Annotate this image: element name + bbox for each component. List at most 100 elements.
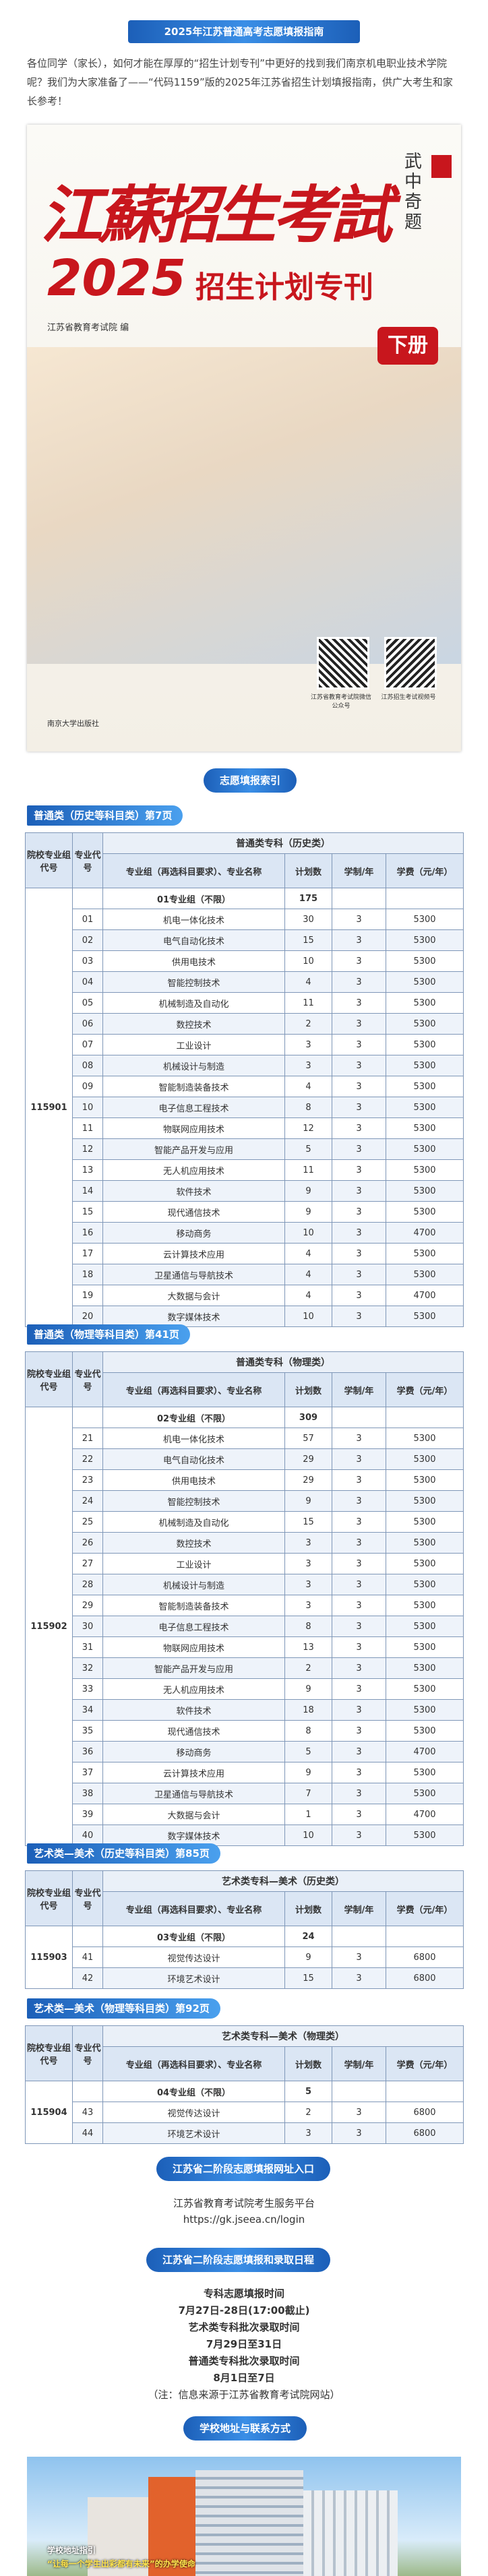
- major-code: 30: [72, 1616, 103, 1637]
- column-header: 计划数: [284, 1372, 332, 1407]
- major-row: 01 机电一体化技术 30 3 5300: [26, 909, 464, 930]
- group-plan: 5: [284, 2081, 332, 2102]
- schedule-line: 普通类专科批次录取时间: [188, 2355, 300, 2367]
- tuition: 5300: [386, 929, 464, 951]
- study-years: 3: [332, 1490, 386, 1512]
- group-row: 115903 03专业组（不限） 24: [25, 1926, 464, 1989]
- portal-text: 江苏省教育考试院考生服务平台: [173, 2197, 315, 2209]
- column-header: 学费（元/年）: [386, 853, 464, 888]
- group-row: 115904 04专业组（不限） 5: [25, 2081, 464, 2144]
- header-row: 院校专业组代号 专业代号 艺术类专科—美术（物理类）: [25, 2025, 464, 2081]
- empty-cell: [386, 1926, 464, 1947]
- tuition: 5300: [386, 1034, 464, 1055]
- portal-url: https://gk.jseea.cn/login: [183, 2213, 305, 2226]
- empty-cell: [332, 1407, 386, 1428]
- column-header: 计划数: [284, 2046, 332, 2081]
- column-header: 学费（元/年）: [386, 1372, 464, 1407]
- study-years: 3: [332, 1636, 386, 1658]
- major-name: 大数据与会计: [102, 1285, 285, 1306]
- plan-count: 5: [284, 1138, 332, 1160]
- major-name: 智能制造装备技术: [102, 1076, 285, 1097]
- plan-count: 4: [284, 1076, 332, 1097]
- schedule-line: 专科志愿填报时间: [203, 2288, 284, 2300]
- photo-caption: 学校地址指引: [47, 2546, 96, 2555]
- tuition: 5300: [386, 1055, 464, 1076]
- plan-count: 3: [284, 1532, 332, 1554]
- section-heading: 普通类（物理等科目类）第41页: [27, 1324, 190, 1345]
- group-plan: 309: [284, 1407, 332, 1428]
- group-row: 115901 01专业组（不限） 175: [25, 888, 464, 1327]
- major-row: 39 大数据与会计 1 3 4700: [26, 1804, 464, 1825]
- tuition: 6800: [386, 2102, 464, 2123]
- major-row: 28 机械设计与制造 3 3 5300: [26, 1574, 464, 1595]
- major-name: 环境艺术设计: [102, 1967, 285, 1989]
- qr-label: 江苏省教育考试院微信公众号: [310, 694, 371, 710]
- major-name: 智能产品开发与应用: [102, 1657, 285, 1679]
- schedule-banner: 江苏省二阶段志愿填报和录取日程: [146, 2248, 331, 2272]
- study-years: 3: [332, 1264, 386, 1285]
- major-name: 供用电技术: [102, 1469, 285, 1491]
- major-row: 43 视觉传达设计 2 3 6800: [26, 2102, 464, 2123]
- tuition: 5300: [386, 1138, 464, 1160]
- plan-count: 4: [284, 971, 332, 993]
- building: [148, 2477, 195, 2576]
- plan-count: 57: [284, 1428, 332, 1449]
- empty-cell: [72, 1407, 103, 1428]
- building: [195, 2470, 303, 2576]
- major-row: 40 数字媒体技术 10 3 5300: [26, 1824, 464, 1846]
- major-row: 44 环境艺术设计 3 3 6800: [26, 2122, 464, 2144]
- qr-code: [384, 637, 437, 689]
- column-header: 院校专业组代号: [25, 832, 73, 888]
- tuition: 5300: [386, 950, 464, 972]
- cover-editor: 江苏省教育考试院 编: [47, 323, 129, 333]
- plan-count: 3: [284, 2122, 332, 2144]
- plan-count: 30: [284, 909, 332, 930]
- study-years: 3: [332, 971, 386, 993]
- column-header: 学费（元/年）: [386, 1891, 464, 1926]
- plan-count: 8: [284, 1720, 332, 1742]
- major-code: 16: [72, 1222, 103, 1244]
- tuition: 6800: [386, 1967, 464, 1989]
- section-heading: 艺术类—美术（物理等科目类）第92页: [27, 1998, 220, 2019]
- plan-count: 2: [284, 2102, 332, 2123]
- major-row: 09 智能制造装备技术 4 3 5300: [26, 1076, 464, 1097]
- empty-cell: [332, 2081, 386, 2102]
- study-years: 3: [332, 1678, 386, 1700]
- tuition: 4700: [386, 1804, 464, 1825]
- major-code: 37: [72, 1762, 103, 1783]
- study-years: 3: [332, 909, 386, 930]
- portal-banner: 江苏省二阶段志愿填报网址入口: [156, 2157, 331, 2181]
- major-row: 36 移动商务 5 3 4700: [26, 1741, 464, 1762]
- major-name: 环境艺术设计: [102, 2122, 285, 2144]
- major-row: 02 电气自动化技术 15 3 5300: [26, 929, 464, 951]
- study-years: 3: [332, 1574, 386, 1595]
- tuition: 5300: [386, 1762, 464, 1783]
- major-code: 05: [72, 992, 103, 1014]
- study-years: 3: [332, 1783, 386, 1804]
- group-code: 115904: [25, 2081, 73, 2144]
- cover-title: 江蘇招生考試: [40, 179, 392, 251]
- major-row: 10 电子信息工程技术 8 3 5300: [26, 1097, 464, 1118]
- major-row: 37 云计算技术应用 9 3 5300: [26, 1762, 464, 1783]
- major-name: 智能产品开发与应用: [102, 1138, 285, 1160]
- study-years: 3: [332, 1616, 386, 1637]
- major-code: 06: [72, 1013, 103, 1035]
- study-years: 3: [332, 1657, 386, 1679]
- tuition: 5300: [386, 1428, 464, 1449]
- major-name: 机械制造及自动化: [102, 1511, 285, 1533]
- cover-art: [27, 347, 461, 664]
- study-years: 3: [332, 1741, 386, 1762]
- tuition: 5300: [386, 1159, 464, 1181]
- group-name: 04专业组（不限）: [102, 2081, 285, 2102]
- column-header: 专业代号: [72, 1870, 103, 1926]
- major-row: 04 智能控制技术 4 3 5300: [26, 971, 464, 993]
- major-code: 21: [72, 1428, 103, 1449]
- tuition: 5300: [386, 1469, 464, 1491]
- major-row: 11 物联网应用技术 12 3 5300: [26, 1117, 464, 1139]
- major-code: 11: [72, 1117, 103, 1139]
- major-code: 44: [72, 2122, 103, 2144]
- study-years: 3: [332, 1469, 386, 1491]
- header-row: 专业组（再选科目要求）、专业名称 计划数 学制/年 学费（元/年）: [26, 1891, 464, 1926]
- plan-count: 2: [284, 1013, 332, 1035]
